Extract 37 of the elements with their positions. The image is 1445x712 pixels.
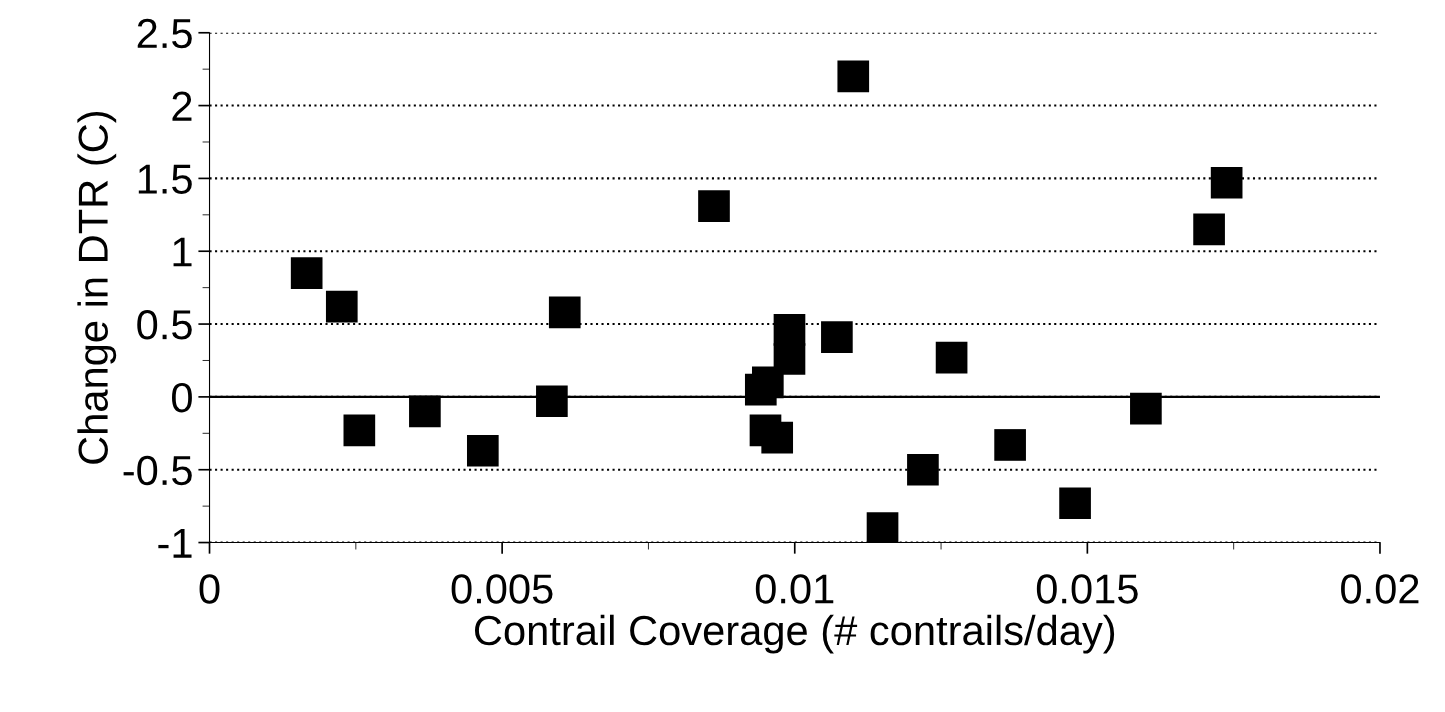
point [698, 190, 730, 222]
y-tick-label: 0 [172, 382, 192, 413]
x-tick-label: 0 [199, 574, 220, 604]
y-axis-title: Change in DTR (C) [77, 111, 117, 464]
x-tick-label: 0.005 [451, 574, 553, 604]
point [536, 385, 568, 418]
y-tick-label: 0.5 [137, 310, 192, 340]
point [761, 421, 794, 454]
y-tick-label: 2.5 [137, 18, 192, 49]
point [343, 414, 376, 447]
point [466, 434, 499, 467]
point [1210, 166, 1243, 199]
x-tick-label: 0.02 [1341, 574, 1419, 604]
point [866, 512, 899, 543]
y-tick-label: -0.5 [123, 455, 192, 486]
point [773, 343, 806, 375]
point [837, 60, 870, 93]
point [773, 314, 806, 346]
point [907, 453, 939, 486]
point [994, 429, 1026, 461]
x-tick-label: 0.015 [1036, 574, 1138, 604]
point [409, 395, 441, 428]
x-axis-title: Contrail Coverage (# contrails/day) [474, 614, 1115, 654]
point [821, 321, 853, 354]
point [325, 290, 358, 323]
y-tick-label: 1 [173, 237, 192, 267]
x-tick-label: 0.01 [755, 574, 834, 604]
y-tick-label: 2 [172, 91, 192, 121]
point [1059, 487, 1091, 520]
point [1193, 213, 1225, 246]
point [1130, 392, 1162, 425]
y-tick-label: -1 [158, 528, 192, 558]
point [548, 296, 581, 329]
point [290, 257, 323, 289]
point [751, 366, 784, 399]
y-tick-label: 1.5 [138, 164, 192, 194]
point [935, 341, 968, 374]
